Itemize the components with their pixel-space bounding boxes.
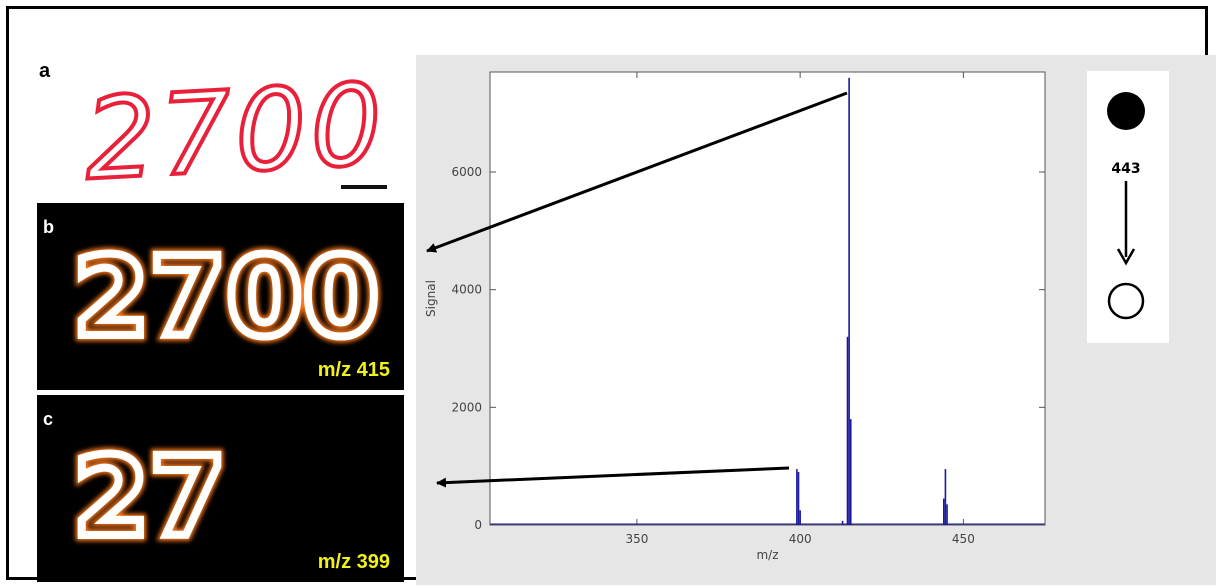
panel-a-ink-text: 2700	[82, 77, 389, 197]
x-tick-label: 450	[952, 532, 975, 546]
axis-ticks: 350 400 450 0 2000 4000 6000	[451, 72, 1045, 546]
spectrum-peaks	[490, 77, 1045, 525]
panel-b-letter: b	[43, 217, 54, 237]
panel-a-letter: a	[39, 60, 51, 82]
x-tick-label: 350	[625, 532, 648, 546]
panel-b-ion-image: 2700 2700	[69, 231, 385, 361]
panel-a-ink-writing: 2700	[80, 77, 391, 197]
panel-c-signal-text: 27	[73, 433, 226, 561]
down-arrow-icon	[1116, 248, 1136, 266]
panel-b-mz-label: m/z 415	[317, 359, 390, 381]
panel-c-glow: 27	[73, 433, 226, 561]
x-tick-label: 400	[789, 532, 812, 546]
panel-c-image: c 27 27 m/z 399	[37, 395, 404, 582]
y-tick-label: 6000	[451, 165, 482, 179]
panel-c-ion-image: 27 27	[69, 427, 232, 563]
mass-spectrum-chart: 350 400 450 0 2000 4000 6000 m/z Signal	[424, 71, 1046, 562]
plot-area	[489, 71, 1046, 526]
panel-b-signal-text: 2700	[73, 233, 379, 361]
filled-circle-icon	[1107, 92, 1145, 130]
panel-b-glow: 2700	[73, 233, 379, 361]
scheme-mz-label: 443	[1111, 161, 1140, 177]
x-axis-label: m/z	[756, 548, 778, 562]
panel-b-image: b 2700 2700 m/z 415	[37, 203, 404, 390]
y-tick-label: 2000	[451, 400, 482, 414]
panel-c-mz-label: m/z 399	[317, 551, 390, 573]
arrow-to-panel-c	[436, 466, 790, 488]
open-circle-icon	[1107, 282, 1145, 320]
scheme-graphic: 443	[1107, 92, 1145, 320]
y-tick-label: 4000	[451, 283, 482, 297]
arrow-to-panel-b	[426, 91, 848, 253]
figure-frame: a 2700 b 2700 2700 m/z 415 c 27	[6, 6, 1216, 585]
y-axis-label: Signal	[424, 280, 438, 317]
panel-c-letter: c	[43, 409, 54, 429]
y-tick-label: 0	[474, 518, 482, 532]
reaction-scheme: 443	[1087, 71, 1169, 343]
